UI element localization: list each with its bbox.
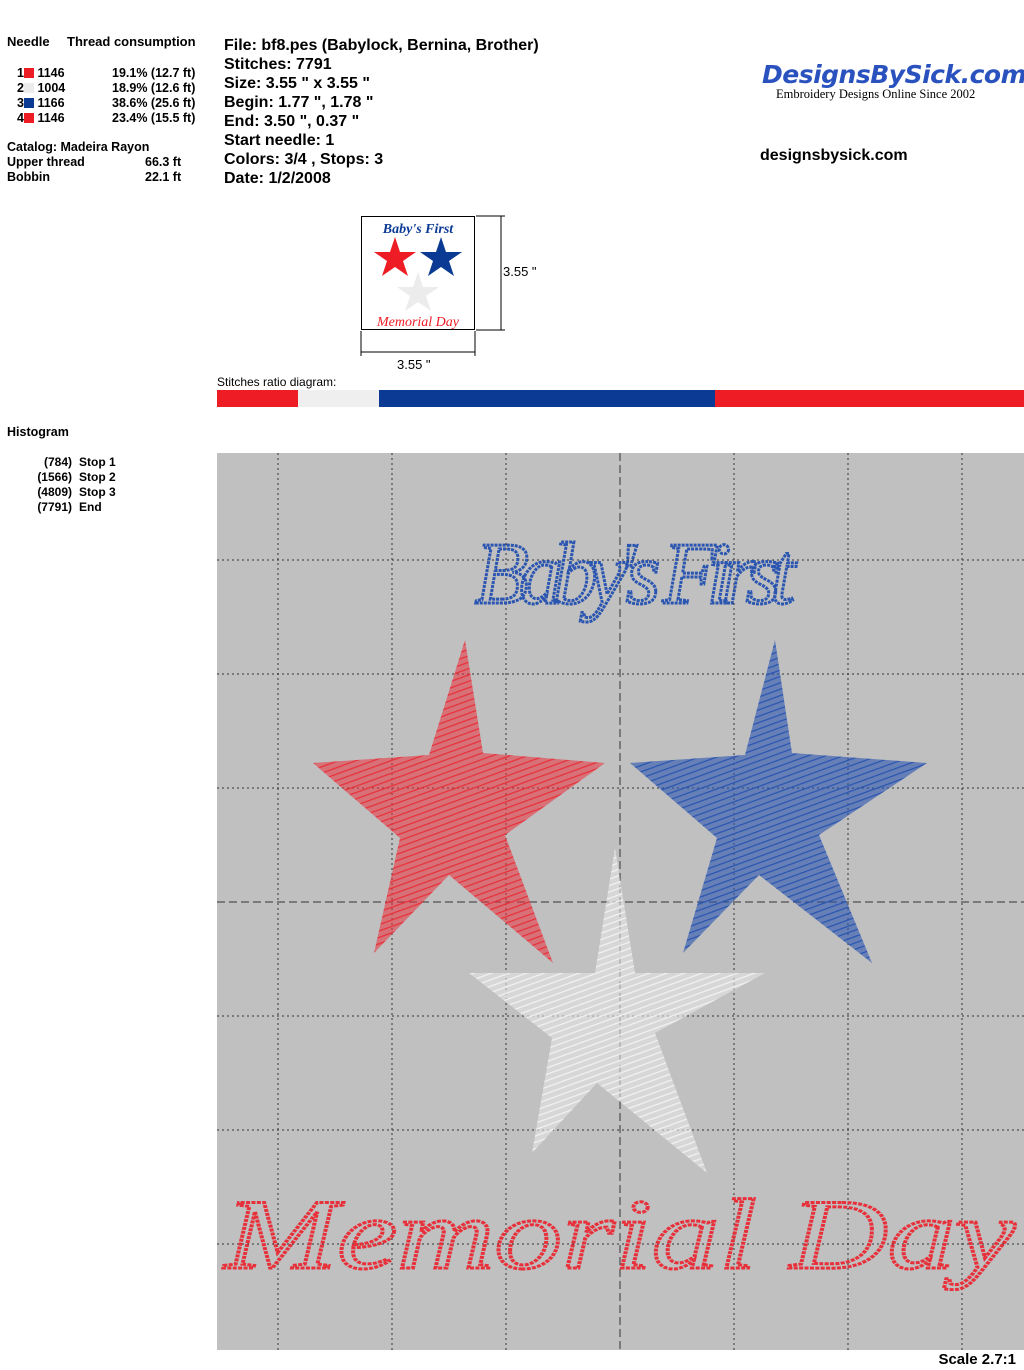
star-white (469, 848, 765, 1173)
file-name: File: bf8.pes (Babylock, Bernina, Brothe… (224, 37, 539, 54)
color-swatch (23, 113, 34, 123)
stop-count: (1566) (37, 470, 72, 484)
file-info: File: bf8.pes (Babylock, Bernina, Brothe… (224, 36, 539, 188)
thread-consumption: 23.4% (15.5 ft) (112, 111, 196, 125)
upper-thread-value: 66.3 ft (145, 155, 182, 169)
stop-label: Stop 3 (79, 485, 116, 499)
thumb-star-blue (420, 237, 462, 276)
ratio-segment (298, 390, 380, 407)
upper-thread-label: Upper thread (7, 155, 85, 169)
end: End: 3.50 ", 0.37 " (224, 113, 360, 130)
thumb-line2: Memorial Day (376, 315, 460, 329)
ratio-segment (379, 390, 716, 407)
design-preview: Baby's First Memorial Day (217, 453, 1024, 1350)
height-label: 3.55 " (503, 264, 537, 279)
catalog: Catalog: Madeira Rayon (7, 140, 150, 154)
ratio-label: Stitches ratio diagram: (217, 375, 337, 389)
ratio-segment (217, 390, 299, 407)
stop-count: (4809) (37, 485, 72, 499)
needle-number: 4 (17, 111, 24, 125)
color-swatch (23, 98, 34, 108)
stop-count: (784) (43, 455, 72, 469)
thread-row: 3 1166 (17, 96, 65, 110)
bobbin-label: Bobbin (7, 170, 51, 184)
date: Date: 1/2/2008 (224, 170, 331, 187)
histogram-title: Histogram (7, 425, 69, 439)
needle-number: 3 (17, 96, 24, 110)
size: Size: 3.55 " x 3.55 " (224, 75, 370, 92)
thread-consumption: 18.9% (12.6 ft) (112, 81, 196, 95)
stop-label: Stop 1 (79, 455, 116, 469)
begin: Begin: 1.77 ", 1.78 " (224, 94, 374, 111)
ratio-segment (715, 390, 1024, 407)
stitch-ratio-bar (217, 390, 1024, 407)
scale-label: Scale 2.7:1 (938, 1351, 1016, 1368)
design-text-line2: Memorial Day (222, 1179, 1016, 1290)
stop-label: End (79, 500, 102, 514)
thread-consumption: 19.1% (12.7 ft) (112, 66, 196, 80)
thread-row: 1 1146 (17, 66, 65, 80)
stitch-count: Stitches: 7791 (224, 56, 332, 73)
thread-code: 1166 (37, 96, 65, 110)
stop-count: (7791) (37, 500, 72, 514)
dimension-lines (360, 215, 505, 356)
thread-code: 1146 (37, 111, 65, 125)
needle-number: 2 (17, 81, 24, 95)
needle-number: 1 (17, 66, 24, 80)
brand-logo: DesignsBySick.com (762, 60, 1024, 89)
thumb-star-red (374, 237, 416, 276)
thread-consumption: 38.6% (25.6 ft) (112, 96, 196, 110)
bobbin-value: 22.1 ft (145, 170, 182, 184)
colors-stops: Colors: 3/4 , Stops: 3 (224, 151, 384, 168)
thread-code: 1004 (37, 81, 66, 95)
brand-site[interactable]: designsbysick.com (760, 147, 908, 164)
color-swatch (23, 68, 34, 78)
thread-row: 2 1004 (17, 81, 65, 95)
thread-row: 4 1146 (17, 111, 65, 125)
start-needle: Start needle: 1 (224, 132, 335, 149)
thumb-line1: Baby's First (382, 222, 455, 237)
needle-header: Needle (7, 34, 50, 49)
brand-tagline: Embroidery Designs Online Since 2002 (776, 87, 976, 101)
design-thumbnail: Baby's First Memorial Day (361, 216, 475, 330)
color-swatch (23, 83, 34, 93)
thread-code: 1146 (37, 66, 65, 80)
thumb-star-white (397, 272, 439, 311)
star-blue (630, 640, 927, 963)
consumption-header: Thread consumption (67, 34, 196, 49)
design-text-line1: Baby's First (475, 526, 798, 623)
width-label: 3.55 " (397, 357, 431, 372)
stop-label: Stop 2 (79, 470, 116, 484)
star-red (313, 640, 605, 963)
